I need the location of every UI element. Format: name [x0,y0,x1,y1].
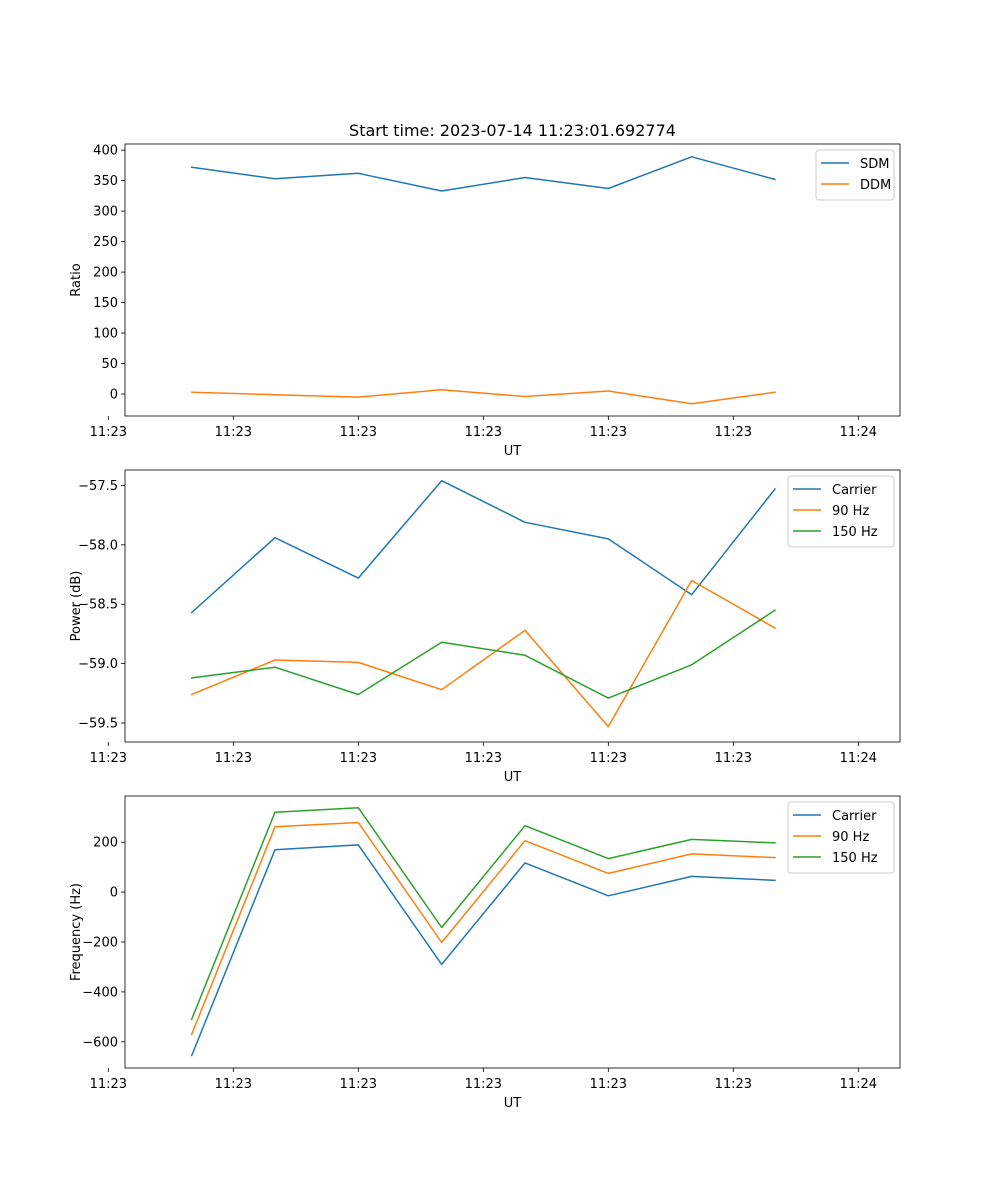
y-axis-label: Power (dB) [69,571,84,642]
x-tick-label: 11:23 [715,1077,752,1092]
legend-label: 150 Hz [832,525,878,540]
x-tick-label: 11:23 [590,1077,627,1092]
x-tick-label: 11:23 [590,425,627,440]
y-tick-label: 400 [93,144,118,159]
x-tick-label: 11:23 [340,751,377,766]
series-line-90-hz [190,579,777,728]
x-tick-label: 11:23 [590,751,627,766]
x-tick-label: 11:23 [465,425,502,440]
legend-label: Carrier [832,809,877,824]
x-tick-label: 11:24 [840,751,877,766]
x-tick-label: 11:24 [840,425,877,440]
x-axis-label: UT [504,770,522,785]
subplot-1: Start time: 2023-07-14 11:23:01.692774 11… [69,121,901,459]
x-tick-label: 11:23 [340,1077,377,1092]
chart-title: Start time: 2023-07-14 11:23:01.692774 [349,121,676,140]
legend-box [787,475,895,548]
legend-box [787,801,895,874]
series-line-sdm [190,156,776,192]
x-tick-label: 11:23 [715,751,752,766]
legend-label: Carrier [832,483,877,498]
axes-frame [124,143,901,417]
legend: Carrier 90 Hz 150 Hz [787,801,895,874]
y-axis-label: Frequency (Hz) [69,883,84,981]
y-tick-label: 300 [93,205,118,220]
series-line-150-hz [190,609,777,699]
subplot-3: 11:23 11:23 11:23 11:23 11:23 11:23 11:24 −600 −… [69,795,901,1111]
x-tick-label: 11:23 [215,1077,252,1092]
series-line-90-hz [190,821,776,1036]
axes-frame [124,795,901,1069]
subplot-2: 11:23 11:23 11:23 11:23 11:23 11:23 11:24 −59.5… [69,469,901,785]
legend-label: SDM [860,157,889,172]
y-tick-label: −59.0 [78,657,118,672]
x-tick-label: 11:23 [465,751,502,766]
legend: SDM DDM [815,149,895,201]
y-tick-label: −200 [82,935,118,950]
x-axis-label: UT [504,1096,522,1111]
series-line-carrier [190,844,776,1057]
x-tick-label: 11:23 [90,1077,127,1092]
legend-label: 90 Hz [832,830,869,845]
y-tick-label: 250 [93,235,118,250]
legend-label: 150 Hz [832,851,878,866]
axes-frame [124,469,901,743]
y-tick-label: 0 [110,388,118,403]
series-line-carrier [190,479,777,614]
y-tick-label: −57.5 [78,479,118,494]
x-tick-label: 11:23 [90,425,127,440]
x-tick-label: 11:23 [340,425,377,440]
x-tick-label: 11:24 [840,1077,877,1092]
y-tick-label: 200 [93,836,118,851]
y-tick-label: −400 [82,985,118,1000]
legend-label: DDM [860,178,891,193]
x-tick-label: 11:23 [215,425,252,440]
y-tick-label: 350 [93,174,118,189]
series-line-150-hz [190,806,776,1021]
y-axis-label: Ratio [69,263,84,296]
series-line-ddm [190,389,776,405]
y-tick-label: 200 [93,266,118,281]
x-tick-label: 11:23 [465,1077,502,1092]
y-tick-label: −58.0 [78,538,118,553]
x-tick-label: 11:23 [215,751,252,766]
legend-label: 90 Hz [832,504,869,519]
y-tick-label: 0 [110,886,118,901]
x-axis-label: UT [504,444,522,459]
y-tick-label: 150 [93,296,118,311]
y-tick-label: 50 [101,357,118,372]
y-tick-label: −59.5 [78,716,118,731]
x-tick-label: 11:23 [90,751,127,766]
y-tick-label: −58.5 [78,598,118,613]
y-tick-label: 100 [93,327,118,342]
x-tick-label: 11:23 [715,425,752,440]
legend: Carrier 90 Hz 150 Hz [787,475,895,548]
y-tick-label: −600 [82,1035,118,1050]
